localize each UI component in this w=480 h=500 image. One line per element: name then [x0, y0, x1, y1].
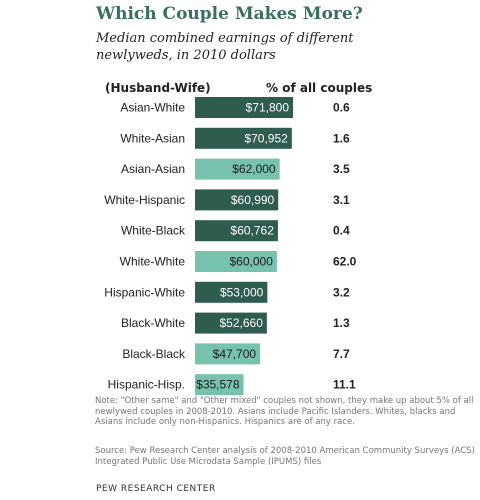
chart-note: Note: "Other same" and "Other mixed" cou…: [95, 396, 474, 427]
category-label: Black-White: [121, 316, 185, 330]
category-label: Black-Black: [122, 347, 186, 361]
bar: [195, 97, 293, 118]
bar-value-label: $35,578: [196, 378, 240, 392]
category-label: Hispanic-White: [104, 285, 185, 299]
chart-title: Which Couple Makes More?: [96, 4, 363, 24]
bar-value-label: $71,800: [246, 101, 290, 115]
bar: [195, 281, 268, 303]
share-value: 3.1: [333, 193, 350, 207]
share-value: 0.6: [333, 101, 350, 115]
bar: [195, 158, 280, 180]
credit-line: PEW RESEARCH CENTER: [96, 484, 216, 494]
bar-value-label: $60,000: [230, 255, 274, 269]
share-value: 3.2: [333, 285, 350, 299]
bar-value-label: $62,000: [232, 162, 276, 176]
share-value: 1.3: [333, 316, 350, 330]
bar-value-label: $52,660: [219, 316, 263, 330]
bar-chart: Asian-White $71,800 0.6 White-Asian $70,952 1…: [104, 97, 357, 396]
share-value: 62.0: [333, 255, 357, 269]
bar-value-label: $70,952: [244, 131, 288, 145]
category-label: Hispanic-Hisp.: [108, 378, 185, 392]
bar-value-label: $53,000: [220, 285, 264, 299]
category-column-header: (Husband-Wife): [105, 81, 211, 95]
bar-value-label: $60,990: [231, 193, 275, 207]
bar: [195, 220, 278, 242]
category-label: Asian-Asian: [121, 162, 185, 176]
category-label: Asian-White: [120, 101, 185, 115]
bar: [195, 189, 279, 211]
category-label: White-Asian: [120, 131, 185, 145]
share-value: 7.7: [333, 347, 350, 361]
share-value: 1.6: [333, 131, 350, 145]
category-label: White-Hispanic: [104, 193, 185, 207]
chart-source: Source: Pew Research Center analysis of …: [95, 446, 475, 467]
bar: [195, 127, 292, 149]
category-label: White-White: [120, 255, 186, 269]
share-column-header: % of all couples: [266, 81, 373, 95]
bar: [195, 312, 267, 334]
category-label: White-Black: [121, 224, 186, 238]
bar-value-label: $47,700: [213, 347, 257, 361]
share-value: 0.4: [333, 224, 350, 238]
chart-subtitle: Median combined earnings of different ne…: [96, 31, 354, 63]
bar: [195, 251, 277, 272]
bar: [195, 343, 261, 365]
share-value: 11.1: [333, 378, 356, 392]
share-value: 3.5: [333, 162, 350, 176]
bar-value-label: $60,762: [231, 224, 275, 238]
bar: [195, 374, 244, 396]
